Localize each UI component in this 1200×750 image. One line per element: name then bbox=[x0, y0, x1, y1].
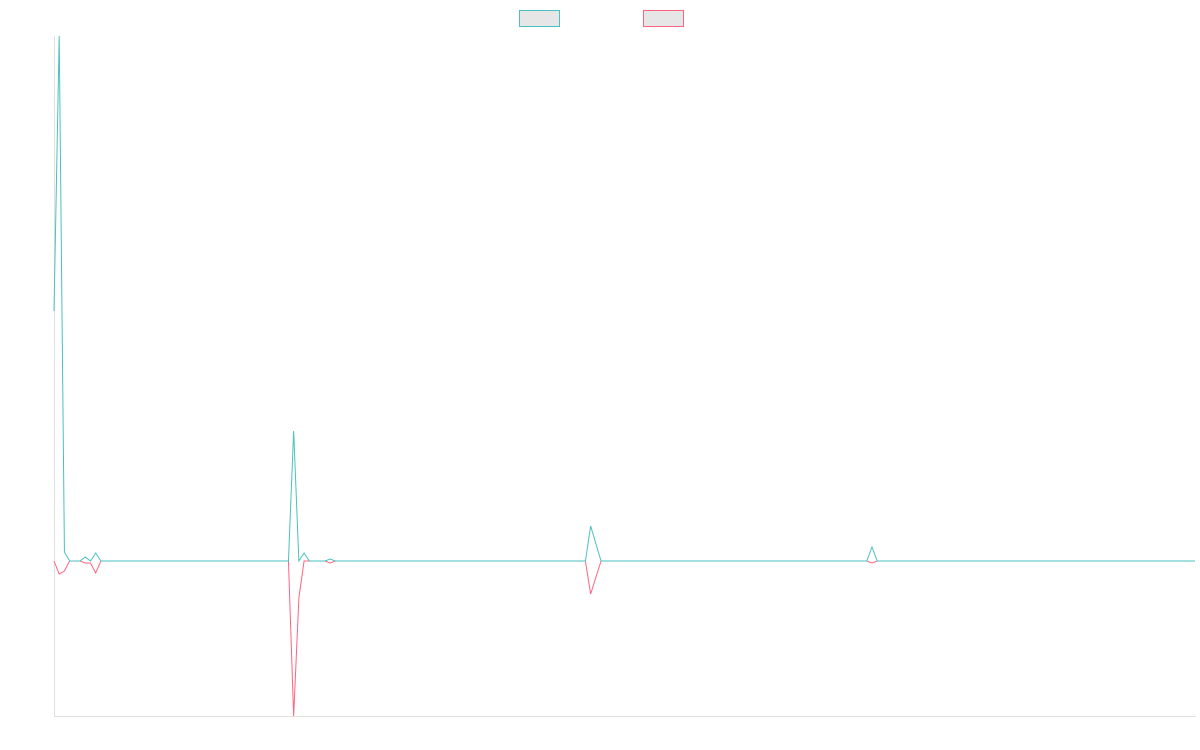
line-series bbox=[53, 560, 1195, 717]
line-series bbox=[53, 35, 1195, 563]
legend-box[interactable] bbox=[519, 10, 560, 27]
legend-box[interactable] bbox=[643, 10, 684, 27]
